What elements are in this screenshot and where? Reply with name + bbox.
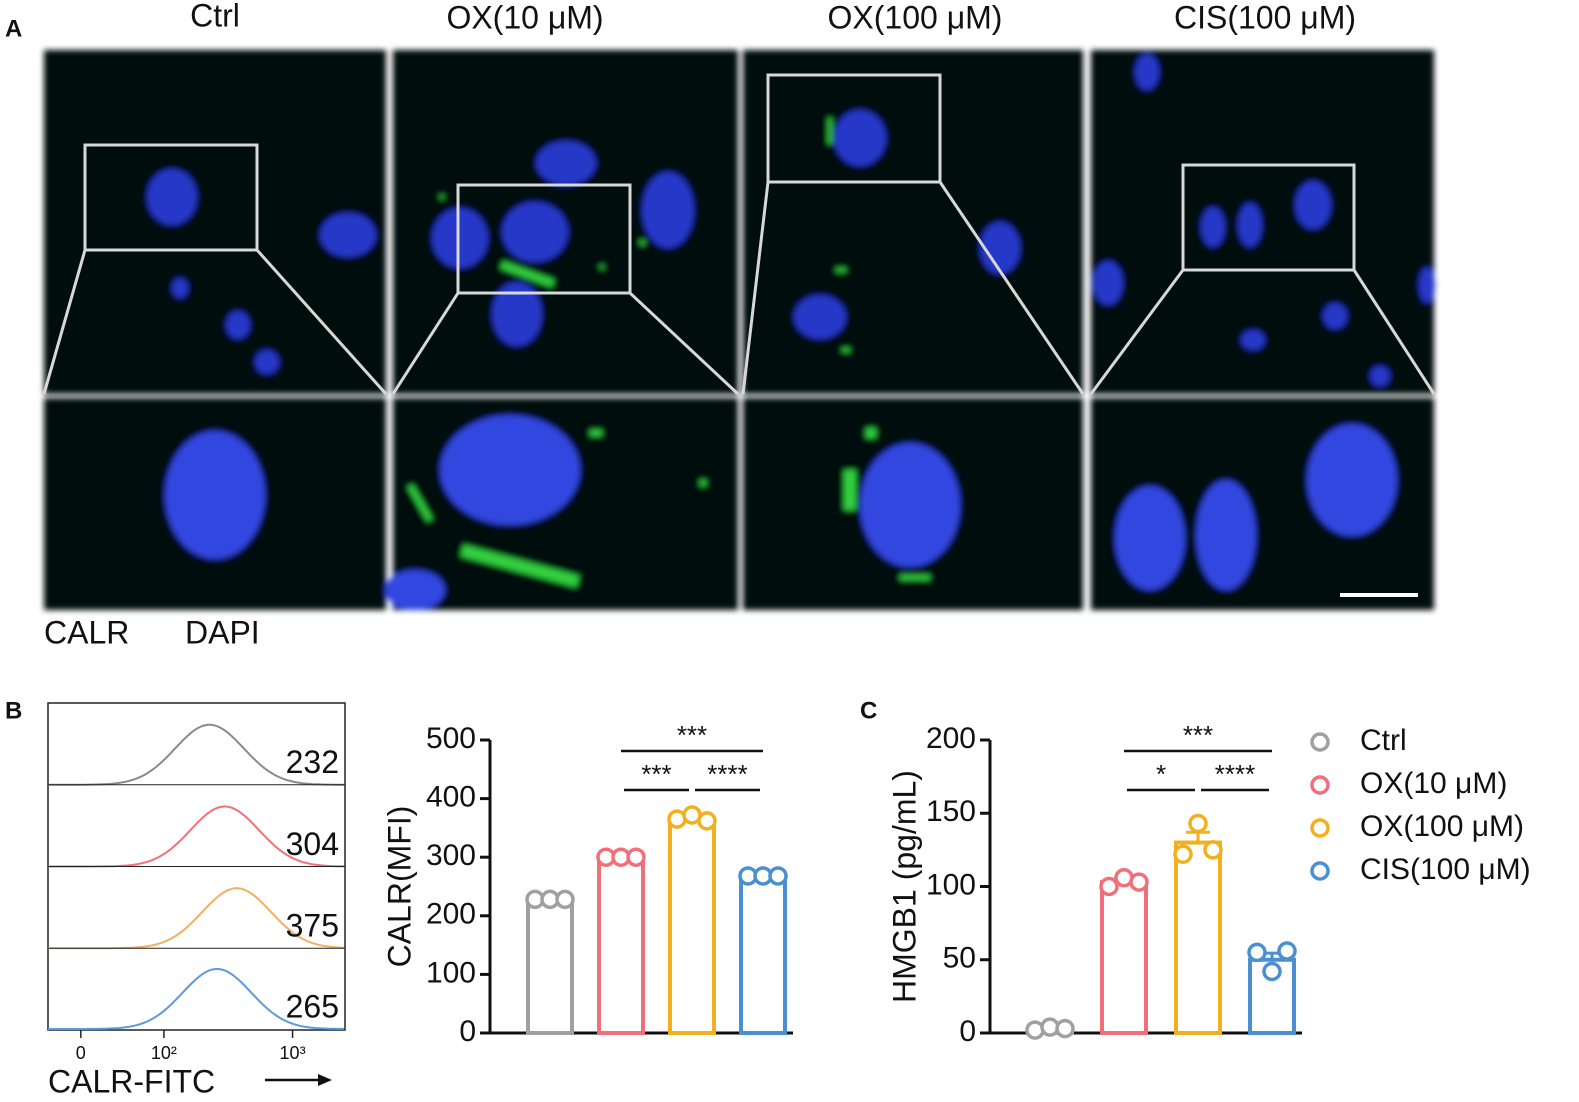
legend-label: Ctrl [1360, 724, 1407, 757]
y-tick-label: 100 [426, 956, 476, 989]
y-axis-label: HMGB1 (pg/mL) [886, 770, 922, 1003]
x-tick-label: 10³ [280, 1043, 306, 1063]
channel-label: CALR [44, 614, 129, 650]
bar [1174, 840, 1222, 1035]
x-tick-label: 0 [76, 1043, 86, 1063]
y-tick-label: 500 [426, 722, 476, 755]
bar [739, 873, 787, 1036]
condition-title: Ctrl [190, 0, 240, 33]
legend-label: OX(100 μM) [1360, 810, 1524, 843]
data-point [1025, 1020, 1045, 1040]
y-axis-label: CALR(MFI) [381, 806, 417, 968]
histogram-curve [48, 968, 344, 1030]
legend-marker [1310, 732, 1330, 752]
significance-label: * [1156, 759, 1166, 789]
significance-label: *** [641, 759, 671, 789]
legend-marker [1310, 775, 1330, 795]
data-point [1188, 813, 1208, 834]
mfi-label: 265 [286, 988, 339, 1024]
panel-label: C [860, 697, 877, 724]
bar [1100, 880, 1148, 1035]
significance-label: *** [1183, 720, 1213, 750]
panel-label: B [5, 697, 22, 724]
y-tick-label: 150 [926, 795, 976, 828]
y-tick-label: 50 [943, 942, 976, 975]
legend-marker [1310, 861, 1330, 881]
bar [526, 897, 574, 1036]
data-point [1173, 844, 1193, 865]
y-tick-label: 300 [426, 839, 476, 872]
arrow [265, 1074, 332, 1086]
x-tick-label: 10² [151, 1043, 177, 1063]
data-point [768, 866, 788, 886]
bar [597, 855, 645, 1036]
legend-label: OX(10 μM) [1360, 767, 1507, 800]
data-point [1129, 872, 1149, 892]
significance-label: *** [677, 720, 707, 750]
data-point [555, 889, 575, 910]
legend-label: CIS(100 μM) [1360, 853, 1531, 886]
micrographs [44, 50, 1435, 610]
y-tick-label: 400 [426, 781, 476, 814]
y-tick-label: 200 [926, 722, 976, 755]
condition-title: OX(100 μM) [828, 0, 1003, 35]
condition-title: CIS(100 μM) [1174, 0, 1356, 35]
y-tick-label: 0 [959, 1015, 976, 1048]
significance-label: **** [707, 759, 747, 789]
y-tick-label: 0 [459, 1015, 476, 1048]
mfi-label: 304 [286, 826, 339, 862]
legend-marker [1310, 818, 1330, 838]
data-point [1055, 1018, 1075, 1039]
condition-title: OX(10 μM) [446, 0, 603, 35]
panel-label: A [5, 15, 22, 42]
data-point [626, 847, 646, 867]
x-axis-label: CALR-FITC [48, 1063, 215, 1099]
data-point [1262, 961, 1282, 982]
mfi-label: 375 [286, 908, 339, 944]
data-point [1099, 876, 1119, 897]
data-point [697, 811, 717, 831]
channel-label: DAPI [185, 614, 260, 650]
y-tick-label: 200 [426, 898, 476, 931]
mfi-label: 232 [286, 744, 339, 780]
zoom-boxes [42, 73, 1436, 597]
y-tick-label: 100 [926, 868, 976, 901]
data-point [1277, 941, 1297, 961]
significance-label: **** [1215, 759, 1255, 789]
data-point [1247, 942, 1267, 963]
data-point [1203, 840, 1223, 860]
bar [668, 816, 716, 1035]
